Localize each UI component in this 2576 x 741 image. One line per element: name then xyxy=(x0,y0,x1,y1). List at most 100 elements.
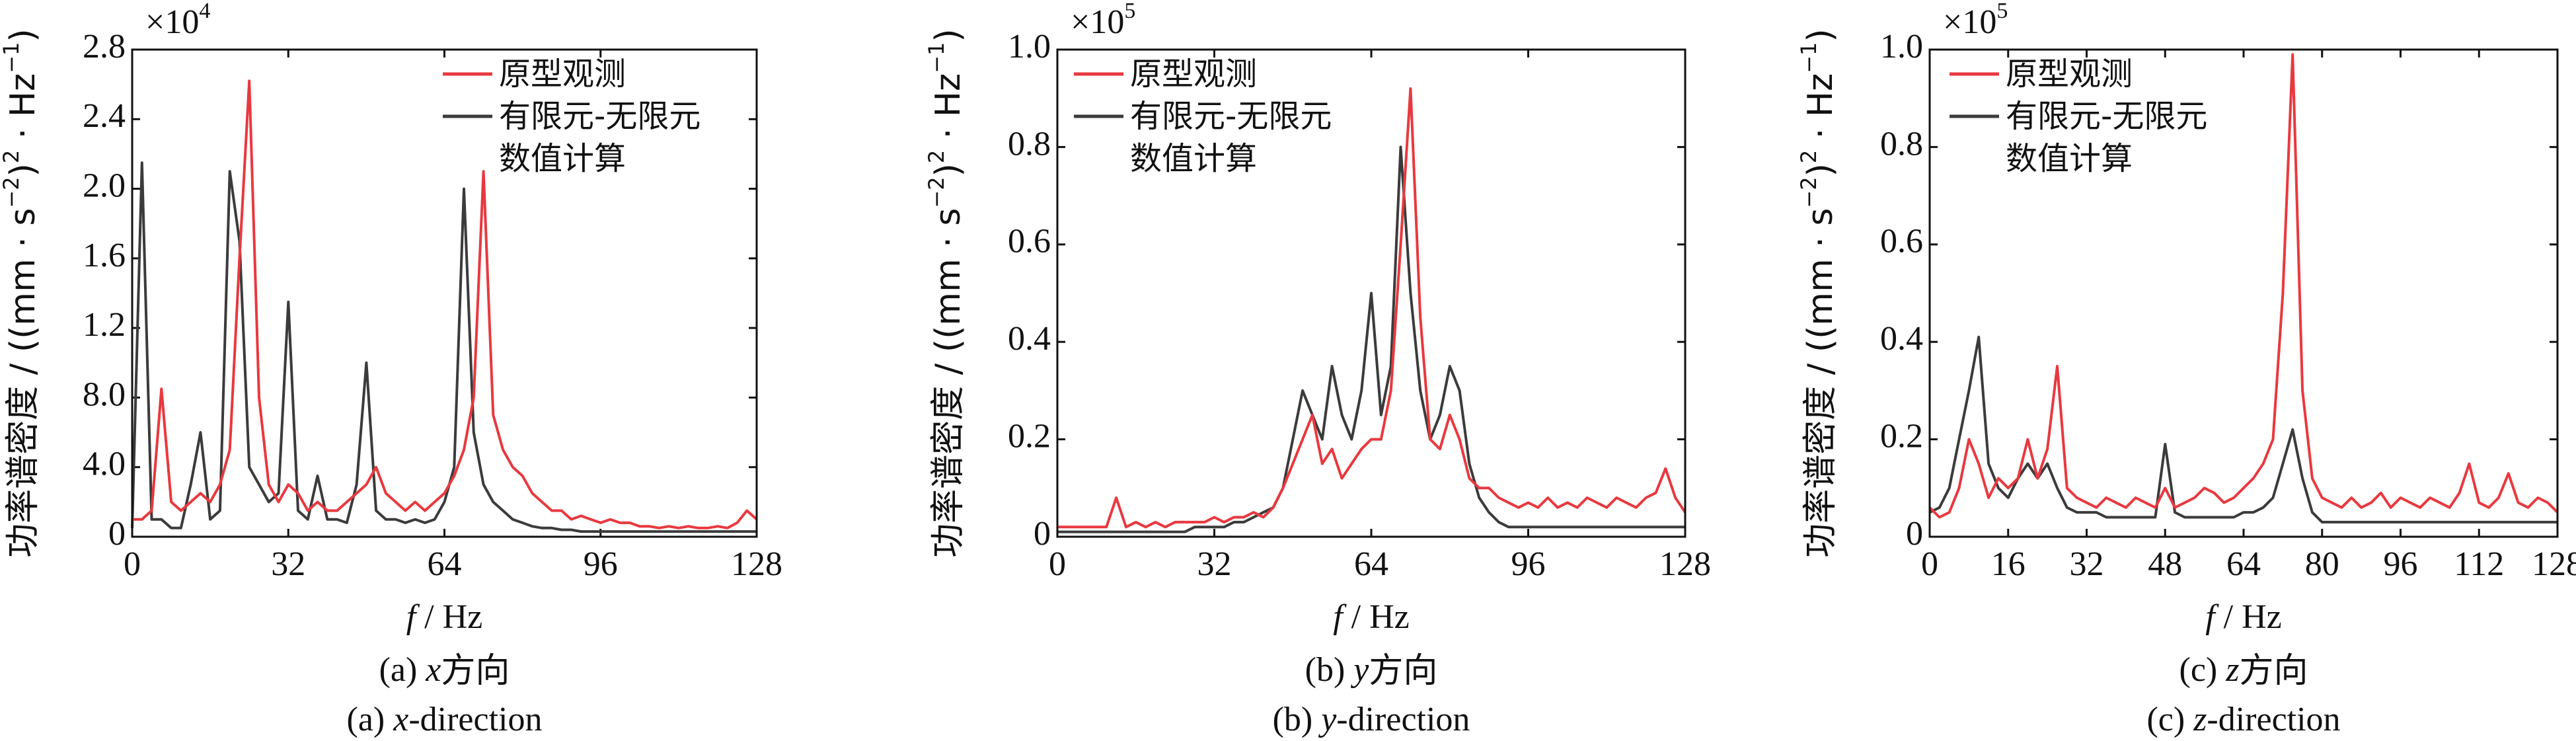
y-tick-label: 4.0 xyxy=(83,446,126,483)
caption: (a) x方向 xyxy=(379,651,510,691)
y-tick-label: 0.8 xyxy=(1880,125,1923,163)
x-tick-label: 16 xyxy=(1991,545,2026,583)
y-axis-label-part: −1 xyxy=(0,42,24,73)
plot-frame xyxy=(1928,48,2559,538)
caption-part: -direction xyxy=(408,701,542,738)
y-axis-label-part: 2 xyxy=(1796,150,1821,163)
x-axis-label: f / Hz xyxy=(1333,598,1410,636)
series-line xyxy=(1057,145,1685,533)
series-line xyxy=(1929,335,2557,524)
panel: 0 4.0 8.0 1.2 1.6 2.0 2.4 2.8 0 32 64 96 128 ×104 功率谱密… xyxy=(0,0,782,738)
caption: (b) y-direction xyxy=(1273,701,1470,738)
y-tick-label: 2.8 xyxy=(83,28,126,65)
legend-entry: 原型观测 xyxy=(2006,56,2133,93)
caption-part: (c) xyxy=(2146,701,2193,738)
x-axis-label-part: / Hz xyxy=(416,598,482,636)
x-tick-label: 128 xyxy=(1659,545,1711,583)
x-tick-label: 0 xyxy=(124,545,141,583)
axis-multiplier: ×105 xyxy=(1071,0,1135,41)
y-tick-label: 0.4 xyxy=(1008,320,1051,358)
x-tick-label: 64 xyxy=(1354,545,1388,583)
series-line xyxy=(1928,53,2559,519)
y-tick-label: 1.6 xyxy=(83,237,126,274)
x-tick-label: 32 xyxy=(2070,545,2104,583)
x-tick-label: 32 xyxy=(271,545,305,583)
x-tick-label: 96 xyxy=(584,545,618,583)
x-tick-label: 32 xyxy=(1197,545,1232,583)
caption: (c) z-direction xyxy=(2146,701,2340,738)
y-axis-label-part: −1 xyxy=(1796,42,1821,73)
legend-label: 原型观测 xyxy=(499,56,626,93)
y-axis-label-part: 功率谱密度 / ((mm · s xyxy=(1801,208,1840,558)
y-axis-label-part: −2 xyxy=(1796,176,1821,208)
panel: 0 0.2 0.4 0.6 0.8 1.0 0 32 64 96 128 ×105 功率谱密度 / ((… xyxy=(924,0,1711,738)
x-tick-label: 128 xyxy=(731,545,782,583)
caption-part: (c) xyxy=(2179,651,2226,689)
legend-entry: 有限元-无限元数值计算 xyxy=(1130,98,1332,177)
multiplier-exponent: 5 xyxy=(1996,0,2008,23)
caption-part: 方向 xyxy=(1369,651,1437,691)
legend-entry: 有限元-无限元数值计算 xyxy=(2006,98,2207,177)
series-line xyxy=(131,161,757,533)
y-axis-label-part: ) xyxy=(3,28,43,42)
x-tick-label: 0 xyxy=(1921,545,1938,583)
series-line xyxy=(132,79,758,529)
multiplier-base: ×10 xyxy=(145,3,199,41)
x-tick-label: 64 xyxy=(2226,545,2261,583)
y-tick-label: 0.8 xyxy=(1008,125,1051,163)
x-tick-label: 128 xyxy=(2532,545,2576,583)
y-tick-label: 0.6 xyxy=(1008,223,1051,260)
x-axis-label-part: / Hz xyxy=(1343,598,1410,636)
legend-entry: 原型观测 xyxy=(1130,56,1257,93)
y-tick-label: 0 xyxy=(1034,515,1051,553)
plot-frame xyxy=(1056,48,1686,538)
y-tick-label: 0.2 xyxy=(1880,418,1923,455)
y-tick-label: 2.4 xyxy=(83,97,126,135)
caption-part: z xyxy=(2225,651,2239,689)
x-tick-label: 48 xyxy=(2148,545,2182,583)
y-axis-label-part: 2 xyxy=(924,150,949,163)
x-tick-label: 96 xyxy=(1511,545,1546,583)
caption-part: x xyxy=(393,701,408,738)
y-tick-label: 0 xyxy=(108,515,126,553)
y-tick-label: 0 xyxy=(1906,515,1923,553)
caption-part: 方向 xyxy=(2239,651,2308,691)
y-axis-label-part: ) xyxy=(1801,28,1840,42)
x-tick-label: 96 xyxy=(2384,545,2418,583)
y-axis-label-part: ) xyxy=(1801,163,1840,176)
axis-multiplier: ×105 xyxy=(1943,0,2008,41)
caption-part: (b) xyxy=(1273,701,1322,738)
caption-part: -direction xyxy=(1336,701,1470,738)
x-tick-label: 80 xyxy=(2305,545,2339,583)
caption-part: -direction xyxy=(2207,701,2340,738)
y-tick-label: 1.0 xyxy=(1880,28,1923,65)
y-axis-label-part: −2 xyxy=(0,176,24,208)
caption-part: x xyxy=(425,651,441,689)
y-axis-label-part: 功率谱密度 / ((mm · s xyxy=(928,208,968,558)
panel: 0 0.2 0.4 0.6 0.8 1.0 0 16 32 48 64 80 96 112 128 ×105 功… xyxy=(1796,0,2576,738)
y-axis-label: 功率谱密度 / ((mm · s−2)2 · Hz−1) xyxy=(0,28,43,557)
caption: (c) z方向 xyxy=(2179,651,2308,691)
multiplier-base: ×10 xyxy=(1071,3,1124,41)
legend-label: 原型观测 xyxy=(2006,56,2133,93)
y-axis-label-part: 功率谱密度 / ((mm · s xyxy=(3,208,43,558)
multiplier-exponent: 4 xyxy=(199,0,210,23)
y-axis-label: 功率谱密度 / ((mm · s−2)2 · Hz−1) xyxy=(924,28,968,557)
y-axis-label-part: · Hz xyxy=(928,73,968,150)
y-axis-label-part: −1 xyxy=(924,42,949,73)
caption: (b) y方向 xyxy=(1305,651,1438,691)
legend-entry: 有限元-无限元数值计算 xyxy=(499,98,701,177)
caption-part: (b) xyxy=(1305,651,1354,689)
y-axis-label: 功率谱密度 / ((mm · s−2)2 · Hz−1) xyxy=(1796,28,1840,557)
legend-label: 有限元-无限元数值计算 xyxy=(1130,98,1332,177)
y-axis-label-part: ) xyxy=(928,163,968,176)
y-axis-label-part: 2 xyxy=(0,150,24,163)
caption-part: y xyxy=(1318,701,1337,738)
caption-part: (a) xyxy=(379,651,426,689)
series-line xyxy=(1057,87,1686,529)
x-axis-label: f / Hz xyxy=(2205,598,2282,636)
y-tick-label: 0.6 xyxy=(1880,223,1923,260)
y-axis-label-part: ) xyxy=(928,28,968,42)
